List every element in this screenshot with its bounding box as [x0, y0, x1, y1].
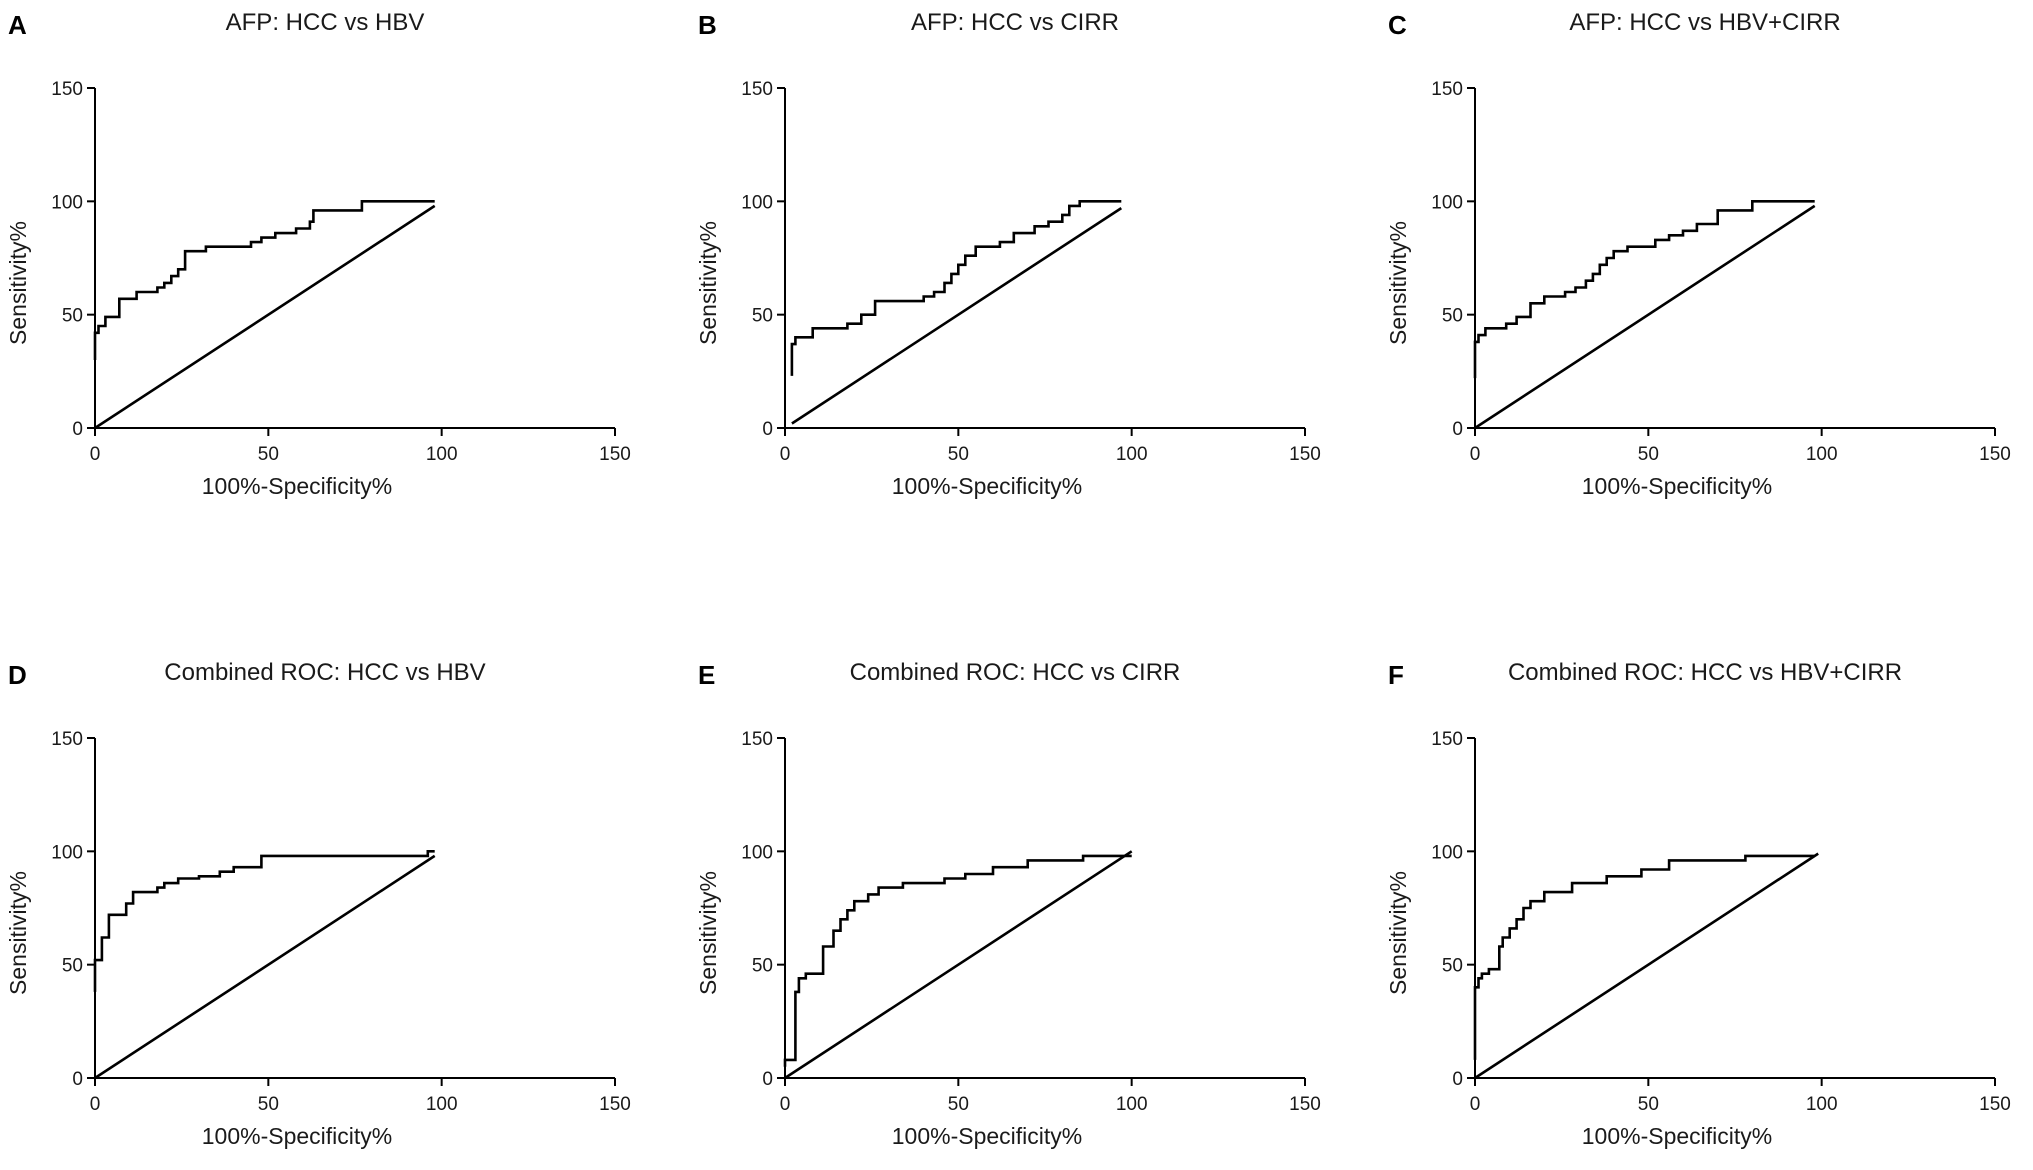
y-tick-label: 0	[1452, 1069, 1463, 1090]
y-tick-label: 150	[741, 79, 773, 100]
chart-panel-b: B AFP: HCC vs CIRR 0 50 100 150 0 50 100 150 100%…	[690, 0, 1330, 520]
y-tick-label: 50	[62, 306, 83, 327]
x-tick-label: 0	[90, 1094, 101, 1115]
chart-title: Combined ROC: HCC vs CIRR	[850, 659, 1181, 686]
roc-curve	[790, 200, 1122, 376]
x-axis-label: 100%-Specificity%	[892, 473, 1082, 499]
y-tick-label: 150	[1431, 79, 1463, 100]
x-tick-label: 100	[1116, 1094, 1148, 1115]
y-tick-label: 100	[741, 842, 773, 863]
x-axis-label: 100%-Specificity%	[202, 473, 392, 499]
chart-title: Combined ROC: HCC vs HBV	[164, 659, 485, 686]
y-axis-label: Sensitivity%	[695, 221, 721, 345]
chart-svg: Combined ROC: HCC vs CIRR 0 50 100 150 0 50 100…	[695, 659, 1321, 1149]
x-tick-label: 150	[599, 1094, 631, 1115]
y-tick-label: 0	[72, 419, 83, 440]
y-tick-label: 50	[62, 956, 83, 977]
x-tick-label: 0	[90, 444, 101, 465]
x-tick-label: 0	[780, 444, 791, 465]
x-tick-label: 50	[258, 1094, 279, 1115]
reference-line	[791, 207, 1123, 425]
x-tick-label: 0	[1470, 1094, 1481, 1115]
x-tick-label: 0	[1470, 444, 1481, 465]
y-tick-label: 0	[762, 1069, 773, 1090]
y-tick-label: 100	[51, 192, 83, 213]
y-tick-label: 0	[762, 419, 773, 440]
reference-line	[94, 204, 436, 430]
reference-line	[784, 850, 1133, 1080]
reference-line	[94, 854, 436, 1080]
panel-letter: D	[8, 660, 27, 690]
chart-title: AFP: HCC vs CIRR	[911, 9, 1119, 36]
y-tick-label: 50	[1442, 306, 1463, 327]
y-tick-label: 50	[752, 956, 773, 977]
roc-curve	[1473, 854, 1815, 1060]
x-axis-label: 100%-Specificity%	[1582, 473, 1772, 499]
y-tick-label: 100	[1431, 192, 1463, 213]
roc-curve	[93, 200, 435, 360]
reference-line	[1474, 852, 1819, 1080]
x-tick-label: 50	[948, 444, 969, 465]
x-tick-label: 150	[1289, 1094, 1321, 1115]
y-tick-label: 150	[51, 729, 83, 750]
y-tick-label: 100	[741, 192, 773, 213]
y-tick-label: 100	[1431, 842, 1463, 863]
x-tick-label: 150	[599, 444, 631, 465]
y-tick-label: 100	[51, 842, 83, 863]
x-tick-label: 0	[780, 1094, 791, 1115]
x-tick-label: 100	[426, 444, 458, 465]
chart-svg: Combined ROC: HCC vs HBV+CIRR 0 50 100 150 0 5…	[1385, 659, 2011, 1149]
x-axis-label: 100%-Specificity%	[892, 1123, 1082, 1149]
chart-panel-d: D Combined ROC: HCC vs HBV 0 50 100 150 0 50 10…	[0, 650, 640, 1170]
x-axis-label: 100%-Specificity%	[1582, 1123, 1772, 1149]
chart-svg: AFP: HCC vs CIRR 0 50 100 150 0 50 100 150 100%-S…	[695, 9, 1321, 499]
y-tick-label: 50	[752, 306, 773, 327]
x-tick-label: 50	[1638, 444, 1659, 465]
x-axis-label: 100%-Specificity%	[202, 1123, 392, 1149]
chart-panel-f: F Combined ROC: HCC vs HBV+CIRR 0 50 100 150…	[1380, 650, 2020, 1170]
y-tick-label: 0	[72, 1069, 83, 1090]
chart-title: AFP: HCC vs HBV	[226, 9, 425, 36]
y-axis-label: Sensitivity%	[5, 221, 31, 345]
x-tick-label: 100	[1806, 1094, 1838, 1115]
y-tick-label: 150	[1431, 729, 1463, 750]
panel-letter: E	[698, 660, 716, 690]
x-tick-label: 150	[1979, 1094, 2011, 1115]
y-tick-label: 150	[741, 729, 773, 750]
y-tick-label: 150	[51, 79, 83, 100]
panel-letter: A	[8, 10, 27, 40]
y-tick-label: 50	[1442, 956, 1463, 977]
x-tick-label: 50	[258, 444, 279, 465]
panel-letter: F	[1388, 660, 1404, 690]
chart-panel-e: E Combined ROC: HCC vs CIRR 0 50 100 150 0 50 1…	[690, 650, 1330, 1170]
y-axis-label: Sensitivity%	[695, 871, 721, 995]
roc-curve	[93, 850, 435, 992]
x-tick-label: 100	[1806, 444, 1838, 465]
chart-svg: AFP: HCC vs HBV 0 50 100 150 0 50 100 150 100%-Sp…	[5, 9, 631, 499]
x-tick-label: 100	[1116, 444, 1148, 465]
x-tick-label: 150	[1289, 444, 1321, 465]
x-tick-label: 50	[948, 1094, 969, 1115]
chart-panel-c: C AFP: HCC vs HBV+CIRR 0 50 100 150 0 50 100 150…	[1380, 0, 2020, 520]
chart-svg: AFP: HCC vs HBV+CIRR 0 50 100 150 0 50 100 150 10…	[1385, 9, 2011, 499]
reference-line	[1474, 204, 1816, 430]
chart-title: Combined ROC: HCC vs HBV+CIRR	[1508, 659, 1902, 686]
chart-title: AFP: HCC vs HBV+CIRR	[1569, 9, 1840, 36]
chart-svg: Combined ROC: HCC vs HBV 0 50 100 150 0 50 100 1…	[5, 659, 631, 1149]
x-tick-label: 50	[1638, 1094, 1659, 1115]
roc-curve	[783, 854, 1132, 1067]
y-tick-label: 0	[1452, 419, 1463, 440]
panel-letter: B	[698, 10, 717, 40]
roc-curve	[1473, 200, 1815, 379]
y-axis-label: Sensitivity%	[1385, 871, 1411, 995]
x-tick-label: 150	[1979, 444, 2011, 465]
chart-panel-a: A AFP: HCC vs HBV 0 50 100 150 0 50 100 150 100%-…	[0, 0, 640, 520]
y-axis-label: Sensitivity%	[1385, 221, 1411, 345]
y-axis-label: Sensitivity%	[5, 871, 31, 995]
x-tick-label: 100	[426, 1094, 458, 1115]
panel-letter: C	[1388, 10, 1407, 40]
